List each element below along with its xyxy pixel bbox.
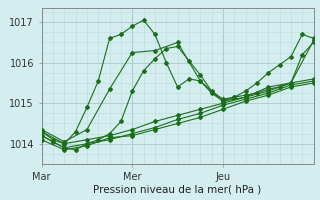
X-axis label: Pression niveau de la mer( hPa ): Pression niveau de la mer( hPa ) [93,184,262,194]
